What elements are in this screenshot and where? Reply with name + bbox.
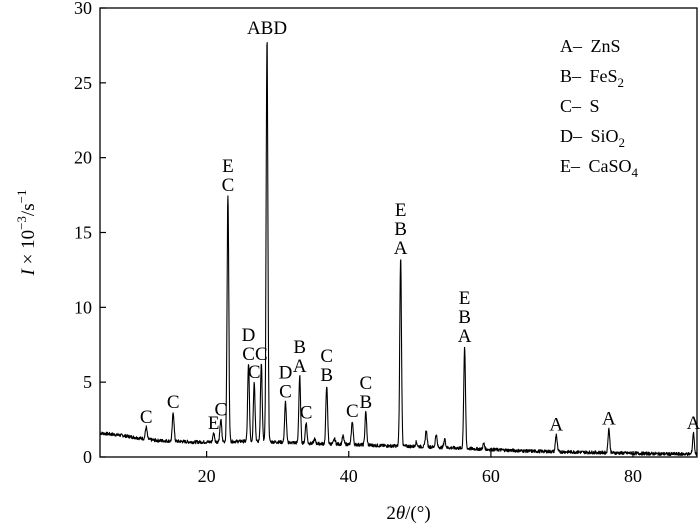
peak-label: B [458, 307, 471, 328]
peak-label: E [208, 413, 220, 434]
y-tick-label: 15 [74, 223, 92, 243]
peak-label: D [279, 363, 293, 384]
peak-label: C [320, 346, 333, 367]
peak-label: B [394, 219, 407, 240]
plot-area [99, 42, 698, 457]
x-tick-label: 80 [624, 466, 642, 486]
legend-entry: E– CaSO4 [560, 156, 639, 180]
x-tick-label: 40 [340, 466, 358, 486]
x-tick-label: 60 [482, 466, 500, 486]
peak-label: C [279, 382, 292, 403]
peak-label: E [395, 200, 407, 221]
y-tick-label: 20 [74, 148, 92, 168]
peak-label: C [359, 373, 372, 394]
peak-label: C [167, 392, 180, 413]
peak-label: A [549, 415, 563, 436]
legend-entry: B– FeS2 [560, 66, 624, 90]
peak-label: C [248, 362, 261, 383]
y-tick-label: 10 [74, 297, 92, 317]
peak-label: C [300, 403, 313, 424]
peak-label: ABD [247, 18, 287, 39]
legend: A– ZnS B– FeS2 C– S D– SiO2 E– CaSO4 [560, 36, 639, 180]
y-tick-label: 30 [74, 0, 92, 18]
peak-label: C [242, 344, 255, 365]
x-tick-label: 20 [198, 466, 216, 486]
y-tick-label: 0 [83, 447, 92, 467]
peak-label: C [255, 344, 268, 365]
legend-entry: A– ZnS [560, 36, 621, 56]
peak-label: B [359, 392, 372, 413]
y-tick-label: 5 [83, 372, 92, 392]
peak-label: A [293, 356, 307, 377]
peak-label: A [458, 326, 472, 347]
x-axis-title: 2θ/(°) [386, 503, 430, 524]
legend-entry: C– S [560, 96, 600, 116]
peak-label: A [687, 413, 700, 434]
peak-label: A [602, 409, 616, 430]
peak-label: C [346, 401, 359, 422]
peak-label: E [459, 288, 471, 309]
y-axis-title: I × 10−3/s−1 [14, 190, 39, 277]
xrd-pattern-line [99, 42, 698, 457]
y-tick-label: 25 [74, 73, 92, 93]
peak-label: E [222, 156, 234, 177]
peak-label: C [214, 400, 227, 421]
peak-label: D [242, 325, 256, 346]
peak-label: A [394, 238, 408, 259]
peak-label: B [293, 337, 306, 358]
axes: 0 5 10 15 20 25 30 20 40 60 80 2θ/(°) I × 10−3/s−1 [14, 0, 698, 524]
peak-label: C [140, 407, 153, 428]
peak-label: C [222, 175, 235, 196]
legend-entry: D– SiO2 [560, 126, 625, 150]
peak-label: B [320, 365, 333, 386]
